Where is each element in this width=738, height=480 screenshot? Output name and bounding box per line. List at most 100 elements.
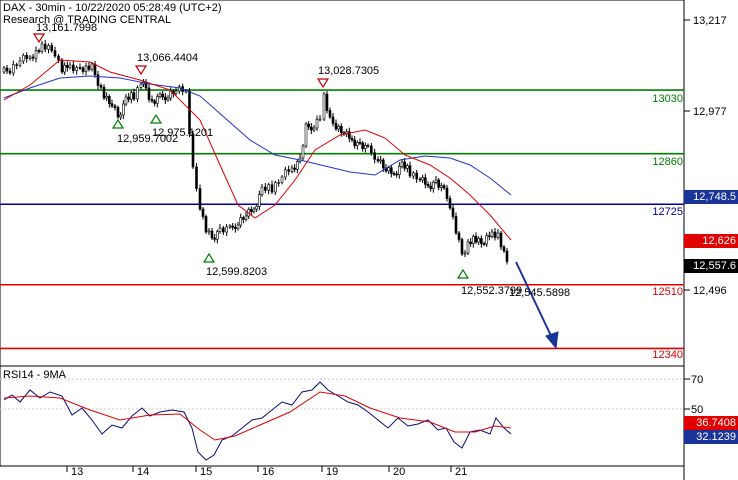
candle-body — [460, 239, 464, 255]
candle-body — [293, 167, 296, 170]
candle-body — [37, 50, 41, 53]
candle-body — [310, 126, 313, 131]
candle-body — [267, 184, 270, 191]
rsi-ma-line — [3, 391, 512, 441]
candle-body — [480, 238, 483, 244]
candle-body — [390, 167, 393, 174]
candle-body — [366, 145, 370, 147]
candle-body — [8, 70, 12, 74]
candle-body — [493, 231, 497, 238]
candle-body — [93, 63, 97, 76]
candle-body — [482, 243, 486, 245]
candle-body — [188, 90, 191, 135]
candle-body — [60, 59, 64, 73]
candle-body — [239, 217, 242, 226]
candle-body — [499, 232, 503, 248]
candle-body — [356, 142, 359, 146]
candle-body — [322, 93, 326, 120]
candle-body — [119, 114, 122, 118]
candle-body — [184, 90, 188, 93]
candle-body — [406, 165, 409, 169]
candle-body — [216, 231, 219, 240]
candle-body — [34, 50, 38, 59]
candle-body — [252, 208, 256, 212]
candle-body — [130, 92, 133, 100]
candle-body — [75, 67, 78, 71]
candle-body — [161, 93, 164, 98]
candle-body — [2, 67, 6, 73]
candle-body — [63, 65, 66, 73]
low-marker — [111, 118, 125, 129]
candle-body — [403, 161, 406, 169]
rsi-tick: 50 — [691, 404, 704, 416]
candle-body — [387, 167, 390, 172]
candle-body — [169, 91, 172, 99]
candle-body — [454, 216, 458, 234]
candle-body — [270, 184, 274, 193]
candle-body — [424, 177, 427, 185]
candle-body — [153, 100, 156, 104]
candle-body — [353, 139, 356, 146]
candle-body — [139, 83, 143, 88]
candle-body — [250, 209, 253, 212]
candle-body — [258, 194, 261, 207]
candle-body — [164, 96, 167, 101]
rsi-title: RSI14 - 9MA — [3, 369, 66, 381]
candle-body — [166, 97, 170, 101]
candle-body — [328, 110, 332, 118]
candle-body — [244, 215, 248, 220]
candle-body — [174, 90, 178, 94]
candle-body — [81, 67, 85, 72]
candle-body — [78, 67, 82, 69]
candle-body — [340, 126, 343, 133]
candle-body — [408, 165, 412, 177]
chart-source: Research @ TRADING CENTRAL — [3, 14, 172, 26]
candle-body — [96, 74, 100, 86]
swing-label: 13,028.7305 — [318, 65, 380, 77]
candle-body — [18, 60, 22, 66]
candle-body — [412, 172, 415, 177]
candle-body — [496, 232, 500, 238]
candle-body — [318, 118, 322, 121]
rsi-ma-tag: 36.7408 — [684, 416, 738, 430]
candle-body — [337, 126, 340, 130]
main-panel — [0, 0, 685, 367]
candle-body — [43, 43, 47, 50]
candle-body — [90, 63, 94, 70]
date-label: 20 — [393, 466, 406, 478]
candle-body — [274, 182, 277, 193]
candle-body — [301, 145, 305, 159]
candle-body — [5, 67, 9, 72]
low-marker — [456, 268, 470, 279]
candle-body — [364, 145, 367, 149]
candle-body — [370, 145, 373, 153]
candle-body — [304, 123, 308, 147]
candle-body — [260, 186, 264, 195]
candle-body — [350, 138, 354, 141]
price-bars — [2, 40, 509, 265]
candle-body — [178, 86, 181, 92]
level-label: 12510 — [652, 286, 683, 298]
candle-body — [40, 43, 44, 53]
candle-body — [434, 179, 438, 183]
high-marker — [316, 78, 330, 89]
candle-body — [432, 182, 435, 189]
candle-body — [334, 123, 338, 130]
candle-body — [28, 56, 32, 59]
candle-body — [312, 127, 316, 131]
candle-body — [442, 185, 446, 189]
date-label: 19 — [326, 466, 339, 478]
candle-body — [448, 198, 452, 209]
candle-body — [110, 103, 114, 107]
candle-body — [472, 236, 475, 244]
candle-body — [124, 96, 128, 105]
candle-body — [477, 238, 480, 243]
candle-body — [127, 96, 130, 100]
candle-body — [218, 227, 222, 232]
ma-slow-price-tag: 12,748.5 — [684, 190, 738, 204]
candle-body — [204, 216, 208, 233]
candle-body — [225, 226, 228, 233]
candle-body — [105, 96, 108, 99]
swing-label: 13,161.7998 — [36, 22, 98, 34]
